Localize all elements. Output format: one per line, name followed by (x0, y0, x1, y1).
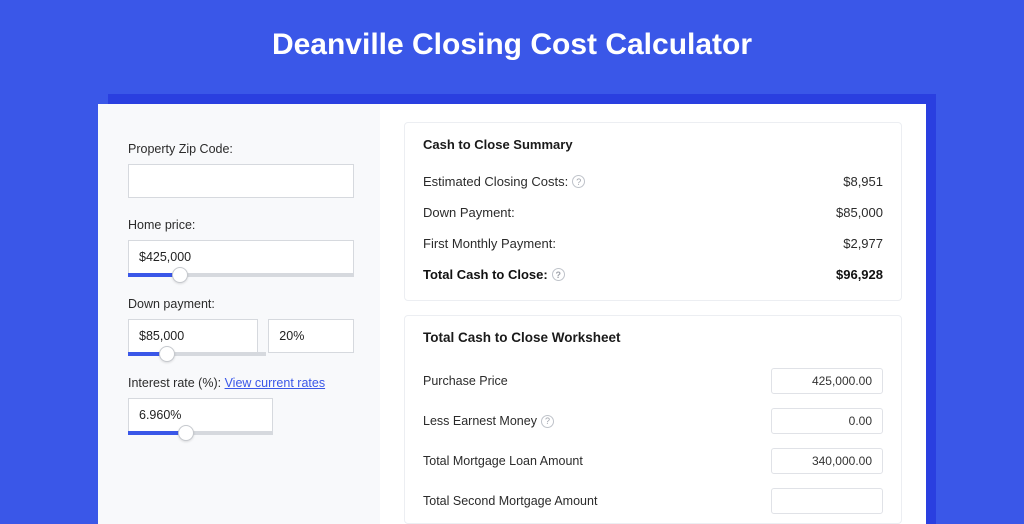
interest-rate-label: Interest rate (%): View current rates (128, 376, 354, 390)
worksheet-row-earnest-money: Less Earnest Money ? (423, 401, 883, 441)
summary-row-closing-costs: Estimated Closing Costs: ? $8,951 (423, 166, 883, 197)
view-rates-link[interactable]: View current rates (225, 376, 326, 390)
down-payment-field-group: Down payment: (128, 297, 354, 356)
worksheet-label: Less Earnest Money (423, 414, 537, 428)
calculator-card: Property Zip Code: Home price: Down paym… (98, 104, 926, 524)
home-price-slider[interactable] (128, 273, 354, 277)
results-panel: Cash to Close Summary Estimated Closing … (380, 104, 926, 524)
zip-input[interactable] (128, 164, 354, 198)
worksheet-row-mortgage-loan: Total Mortgage Loan Amount (423, 441, 883, 481)
summary-row-down-payment: Down Payment: $85,000 (423, 197, 883, 228)
help-icon[interactable]: ? (552, 268, 565, 281)
page-title: Deanville Closing Cost Calculator (0, 0, 1024, 84)
zip-field-group: Property Zip Code: (128, 142, 354, 198)
summary-title: Cash to Close Summary (423, 137, 883, 152)
down-payment-input[interactable] (128, 319, 258, 353)
interest-rate-label-text: Interest rate (%): (128, 376, 225, 390)
summary-label: Estimated Closing Costs: (423, 174, 568, 189)
home-price-input[interactable] (128, 240, 354, 274)
interest-rate-slider[interactable] (128, 431, 273, 435)
worksheet-label: Purchase Price (423, 374, 508, 388)
summary-value: $96,928 (836, 267, 883, 282)
worksheet-input-earnest-money[interactable] (771, 408, 883, 434)
summary-label: Down Payment: (423, 205, 515, 220)
down-payment-slider[interactable] (128, 352, 266, 356)
worksheet-label: Total Mortgage Loan Amount (423, 454, 583, 468)
summary-row-monthly-payment: First Monthly Payment: $2,977 (423, 228, 883, 259)
worksheet-label: Total Second Mortgage Amount (423, 494, 597, 508)
worksheet-input-mortgage-loan[interactable] (771, 448, 883, 474)
help-icon[interactable]: ? (541, 415, 554, 428)
home-price-field-group: Home price: (128, 218, 354, 277)
home-price-label: Home price: (128, 218, 354, 232)
summary-box: Cash to Close Summary Estimated Closing … (404, 122, 902, 301)
summary-value: $8,951 (843, 174, 883, 189)
summary-label: Total Cash to Close: (423, 267, 548, 282)
inputs-panel: Property Zip Code: Home price: Down paym… (98, 104, 380, 524)
worksheet-row-purchase-price: Purchase Price (423, 361, 883, 401)
worksheet-input-second-mortgage[interactable] (771, 488, 883, 514)
summary-row-total: Total Cash to Close: ? $96,928 (423, 259, 883, 290)
worksheet-row-second-mortgage: Total Second Mortgage Amount (423, 481, 883, 521)
home-price-slider-thumb[interactable] (172, 267, 188, 283)
summary-value: $85,000 (836, 205, 883, 220)
interest-rate-slider-thumb[interactable] (178, 425, 194, 441)
worksheet-box: Total Cash to Close Worksheet Purchase P… (404, 315, 902, 524)
interest-rate-field-group: Interest rate (%): View current rates (128, 376, 354, 435)
summary-value: $2,977 (843, 236, 883, 251)
summary-label: First Monthly Payment: (423, 236, 556, 251)
down-payment-label: Down payment: (128, 297, 354, 311)
zip-label: Property Zip Code: (128, 142, 354, 156)
worksheet-title: Total Cash to Close Worksheet (423, 330, 883, 345)
worksheet-input-purchase-price[interactable] (771, 368, 883, 394)
down-payment-percent-input[interactable] (268, 319, 354, 353)
help-icon[interactable]: ? (572, 175, 585, 188)
interest-rate-input[interactable] (128, 398, 273, 432)
down-payment-slider-thumb[interactable] (159, 346, 175, 362)
